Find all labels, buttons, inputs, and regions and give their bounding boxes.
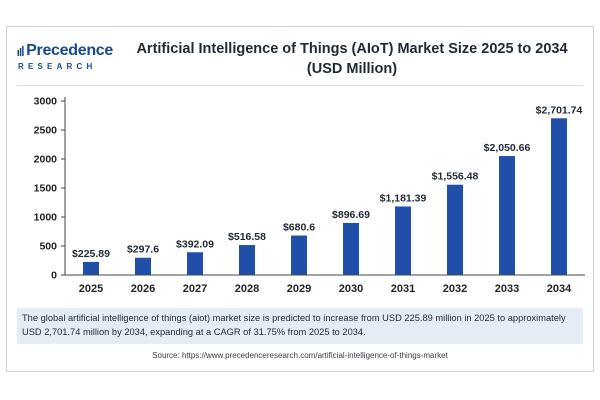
brand-logo: Precedence RESEARCH bbox=[17, 39, 113, 73]
header-divider bbox=[17, 85, 583, 86]
y-tick-label: 500 bbox=[39, 241, 57, 253]
bar-chart: 0 500 1000 1500 2000 2500 3000 $225.89 $297.6 $3… bbox=[34, 96, 585, 295]
bar-value-label: $1,556.48 bbox=[432, 171, 479, 183]
bar-value-label: $2,701.74 bbox=[536, 104, 583, 116]
chart-title-line2: (USD Million) bbox=[306, 61, 398, 77]
x-tick-label: 2031 bbox=[391, 283, 415, 295]
y-axis: 0 500 1000 1500 2000 2500 3000 bbox=[34, 96, 66, 282]
bars bbox=[83, 118, 567, 276]
chart-title-line1: Artificial Intelligence of Things (AIoT)… bbox=[136, 41, 568, 57]
x-tick-label: 2025 bbox=[79, 283, 103, 295]
bar-2029 bbox=[291, 235, 307, 275]
y-tick-label: 1500 bbox=[34, 183, 58, 195]
bar-2028 bbox=[239, 245, 255, 275]
x-axis: 2025 2026 2027 2028 2029 2030 2031 2032 2033 2034 bbox=[65, 274, 585, 295]
x-tick-label: 2026 bbox=[131, 283, 155, 295]
logo-subtext: RESEARCH bbox=[18, 62, 97, 71]
x-tick-label: 2032 bbox=[443, 283, 467, 295]
x-tick-label: 2027 bbox=[183, 283, 207, 295]
bar-2030 bbox=[343, 222, 359, 275]
y-tick-label: 0 bbox=[51, 270, 57, 282]
bar-value-label: $297.6 bbox=[127, 244, 159, 256]
bar-value-label: $516.58 bbox=[228, 231, 266, 243]
chart-title: Artificial Intelligence of Things (AIoT)… bbox=[119, 39, 585, 79]
bar-value-label: $225.89 bbox=[72, 248, 110, 260]
bar-value-label: $1,181.39 bbox=[380, 192, 427, 204]
bar-2031 bbox=[395, 206, 411, 275]
x-tick-label: 2029 bbox=[287, 283, 311, 295]
x-tick-label: 2034 bbox=[547, 283, 572, 295]
bar-2027 bbox=[187, 252, 203, 275]
bar-2025 bbox=[83, 261, 99, 275]
y-tick-label: 3000 bbox=[34, 96, 58, 108]
bar-2026 bbox=[135, 257, 151, 275]
x-tick-label: 2028 bbox=[235, 283, 259, 295]
bar-2032 bbox=[447, 184, 463, 275]
bar-value-label: $2,050.66 bbox=[484, 142, 531, 154]
bar-2034 bbox=[551, 118, 567, 276]
logo-wordmark: Precedence bbox=[26, 42, 113, 59]
bar-value-label: $896.69 bbox=[332, 209, 370, 221]
y-tick-label: 1000 bbox=[34, 212, 58, 224]
x-tick-label: 2033 bbox=[495, 283, 519, 295]
logo-mark-icon bbox=[17, 45, 24, 57]
bar-2033 bbox=[499, 156, 515, 275]
data-labels: $225.89 $297.6 $392.09 $516.58 $680.6 $896.69… bbox=[72, 104, 582, 260]
y-tick-label: 2000 bbox=[34, 154, 58, 166]
y-tick-label: 2500 bbox=[34, 125, 58, 137]
infographic-card: Precedence RESEARCH Artificial Intellige… bbox=[6, 26, 594, 372]
description-box: The global artificial intelligence of th… bbox=[17, 308, 583, 344]
source-note: Source: https://www.precedenceresearch.c… bbox=[152, 351, 448, 360]
bar-value-label: $680.6 bbox=[283, 222, 315, 234]
x-tick-label: 2030 bbox=[339, 283, 363, 295]
bar-value-label: $392.09 bbox=[176, 238, 214, 250]
